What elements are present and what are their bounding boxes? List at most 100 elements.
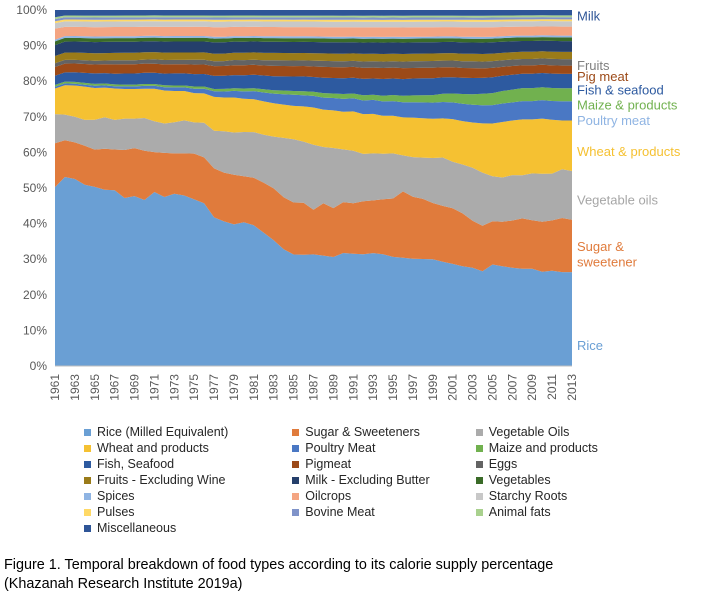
end-label-sugar: Sugar & (577, 239, 624, 254)
legend-label: Poultry Meat (305, 441, 375, 455)
figure-caption: Figure 1. Temporal breakdown of food typ… (4, 556, 704, 594)
x-tick-label: 2005 (485, 374, 499, 401)
x-tick-label: 1981 (247, 374, 261, 401)
series-areas (55, 10, 572, 366)
legend-item-pigmeat: Pigmeat (292, 457, 475, 471)
legend-row: Fish, Seafood Pigmeat Eggs (84, 456, 684, 472)
series-end-labels: MilkFruitsPig meatFish & seafoodMaize & … (577, 8, 681, 353)
legend-item-animal-fats: Animal fats (476, 505, 684, 519)
caption-line-1: Figure 1. Temporal breakdown of food typ… (4, 556, 704, 575)
end-label-vegetable-oils: Vegetable oils (577, 193, 658, 208)
legend-swatch (476, 493, 483, 500)
x-tick-label: 1977 (207, 374, 221, 401)
y-tick-label: 90% (23, 39, 47, 53)
legend-swatch (476, 429, 483, 436)
legend-item-fish-seafood: Fish, Seafood (84, 457, 292, 471)
legend-swatch (84, 525, 91, 532)
end-label-fish-seafood: Fish & seafood (577, 83, 664, 98)
x-tick-label: 1961 (48, 374, 62, 401)
legend-label: Miscellaneous (97, 521, 176, 535)
legend-item-maize-and-products: Maize and products (476, 441, 684, 455)
end-label-poultry-meat: Poultry meat (577, 113, 650, 128)
legend-swatch (292, 477, 299, 484)
legend-swatch (292, 509, 299, 516)
x-tick-label: 1971 (147, 374, 161, 401)
legend-swatch (84, 493, 91, 500)
legend-swatch (84, 445, 91, 452)
y-tick-label: 30% (23, 252, 47, 266)
y-tick-label: 80% (23, 74, 47, 88)
x-tick-label: 1993 (366, 374, 380, 401)
legend-item-vegetables: Vegetables (476, 473, 684, 487)
legend-swatch (292, 445, 299, 452)
y-tick-label: 50% (23, 181, 47, 195)
legend-swatch (84, 477, 91, 484)
legend-item-fruits-excluding-wine: Fruits - Excluding Wine (84, 473, 292, 487)
legend-item-pulses: Pulses (84, 505, 292, 519)
x-tick-label: 1987 (307, 374, 321, 401)
legend-swatch (84, 509, 91, 516)
y-axis: 0%10%20%30%40%50%60%70%80%90%100% (16, 3, 47, 373)
legend-label: Sugar & Sweeteners (305, 425, 420, 439)
y-tick-label: 20% (23, 288, 47, 302)
legend-item-rice-milled-equivalent: Rice (Milled Equivalent) (84, 425, 292, 439)
legend-label: Vegetable Oils (489, 425, 570, 439)
legend: Rice (Milled Equivalent) Sugar & Sweetene… (84, 424, 684, 536)
x-tick-label: 2003 (466, 374, 480, 401)
legend-label: Eggs (489, 457, 518, 471)
legend-item-vegetable-oils: Vegetable Oils (476, 425, 684, 439)
legend-label: Milk - Excluding Butter (305, 473, 429, 487)
x-tick-label: 2009 (525, 374, 539, 401)
y-tick-label: 70% (23, 110, 47, 124)
legend-label: Fish, Seafood (97, 457, 174, 471)
legend-label: Fruits - Excluding Wine (97, 473, 226, 487)
legend-row: Pulses Bovine Meat Animal fats (84, 504, 684, 520)
x-tick-label: 1979 (227, 374, 241, 401)
x-tick-label: 1965 (88, 374, 102, 401)
legend-item-eggs: Eggs (476, 457, 684, 471)
x-tick-label: 2013 (565, 374, 579, 401)
legend-swatch (476, 445, 483, 452)
legend-label: Spices (97, 489, 135, 503)
y-tick-label: 10% (23, 323, 47, 337)
end-label-sweetener: sweetener (577, 254, 638, 269)
y-tick-label: 40% (23, 217, 47, 231)
x-tick-label: 2011 (545, 374, 559, 400)
y-tick-label: 60% (23, 145, 47, 159)
end-label-rice: Rice (577, 338, 603, 353)
x-tick-label: 2007 (505, 374, 519, 401)
legend-item-wheat-and-products: Wheat and products (84, 441, 292, 455)
legend-label: Rice (Milled Equivalent) (97, 425, 228, 439)
legend-label: Animal fats (489, 505, 551, 519)
legend-swatch (84, 461, 91, 468)
x-tick-label: 1991 (346, 374, 360, 401)
x-tick-label: 1973 (167, 374, 181, 401)
legend-swatch (476, 461, 483, 468)
legend-label: Bovine Meat (305, 505, 374, 519)
legend-label: Pigmeat (305, 457, 351, 471)
legend-label: Vegetables (489, 473, 551, 487)
x-tick-label: 1969 (128, 374, 142, 401)
legend-row: Wheat and products Poultry Meat Maize and … (84, 440, 684, 456)
legend-item-oilcrops: Oilcrops (292, 489, 475, 503)
legend-item-starchy-roots: Starchy Roots (476, 489, 684, 503)
y-tick-label: 0% (30, 359, 48, 373)
x-tick-label: 1983 (267, 374, 281, 401)
legend-label: Maize and products (489, 441, 598, 455)
legend-row: Rice (Milled Equivalent) Sugar & Sweetene… (84, 424, 684, 440)
x-tick-label: 1999 (426, 374, 440, 401)
stacked-area-chart: 0%10%20%30%40%50%60%70%80%90%100% 196119… (0, 0, 710, 430)
x-tick-label: 1989 (326, 374, 340, 401)
legend-item-bovine-meat: Bovine Meat (292, 505, 475, 519)
legend-swatch (292, 429, 299, 436)
end-label-milk: Milk (577, 8, 601, 23)
legend-label: Starchy Roots (489, 489, 568, 503)
x-tick-label: 1963 (68, 374, 82, 401)
x-tick-label: 1975 (187, 374, 201, 401)
legend-item-milk-excluding-butter: Milk - Excluding Butter (292, 473, 475, 487)
legend-swatch (476, 509, 483, 516)
caption-line-2: (Khazanah Research Institute 2019a) (4, 575, 704, 594)
legend-swatch (292, 493, 299, 500)
legend-row: Fruits - Excluding Wine Milk - Excluding … (84, 472, 684, 488)
x-tick-label: 2001 (446, 374, 460, 401)
